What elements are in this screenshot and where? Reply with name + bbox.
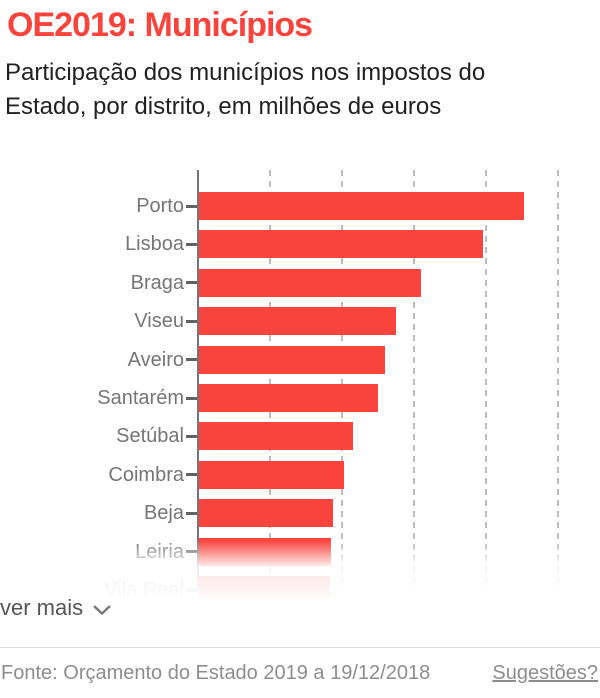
axis-tick (186, 358, 197, 362)
chart-subtitle: Participação dos municípios nos impostos… (5, 59, 486, 120)
axis-tick (186, 319, 197, 323)
ver-mais-label: ver mais (0, 595, 84, 620)
axis-tick (186, 281, 197, 285)
bar (199, 384, 378, 412)
bar (199, 268, 421, 297)
axis-tick (186, 473, 197, 477)
category-label: Braga (130, 271, 184, 294)
chevron-down-icon (93, 604, 111, 615)
category-label: Santarém (97, 387, 184, 409)
category-label: Coimbra (108, 463, 184, 486)
gridline (413, 170, 415, 595)
gridline (341, 170, 343, 595)
source-text: Fonte: Orçamento do Estado 2019 a 19/12/… (1, 661, 431, 684)
bar (199, 422, 354, 451)
bar (199, 307, 397, 336)
axis-tick (186, 396, 197, 400)
category-label: Lisboa (125, 233, 184, 256)
bar (199, 460, 345, 489)
category-label: Beja (143, 502, 184, 525)
category-label: Viseu (134, 310, 184, 333)
bar (199, 192, 525, 220)
category-label: Porto (136, 195, 184, 217)
ver-mais-button[interactable]: ver mais (0, 594, 112, 622)
y-axis-line (197, 170, 199, 595)
axis-tick (186, 242, 197, 246)
suggestions-link[interactable]: Sugestões? (492, 661, 598, 684)
gridline (485, 170, 487, 595)
bar (199, 345, 385, 374)
bar (199, 230, 483, 259)
axis-tick (186, 511, 197, 515)
fade-overlay (0, 540, 600, 600)
gridline (557, 170, 559, 595)
category-label: Aveiro (127, 348, 184, 371)
bar-chart: Porto Lisboa Braga Viseu Aveiro Santarém Setúb… (0, 170, 600, 600)
axis-tick (186, 434, 197, 438)
page-title: OE2019: Municípios (7, 6, 313, 44)
footer: Fonte: Orçamento do Estado 2019 a 19/12/… (0, 647, 600, 698)
gridline (269, 170, 271, 595)
category-label: Setúbal (116, 425, 184, 448)
bar (199, 499, 333, 528)
axis-tick (186, 204, 197, 208)
